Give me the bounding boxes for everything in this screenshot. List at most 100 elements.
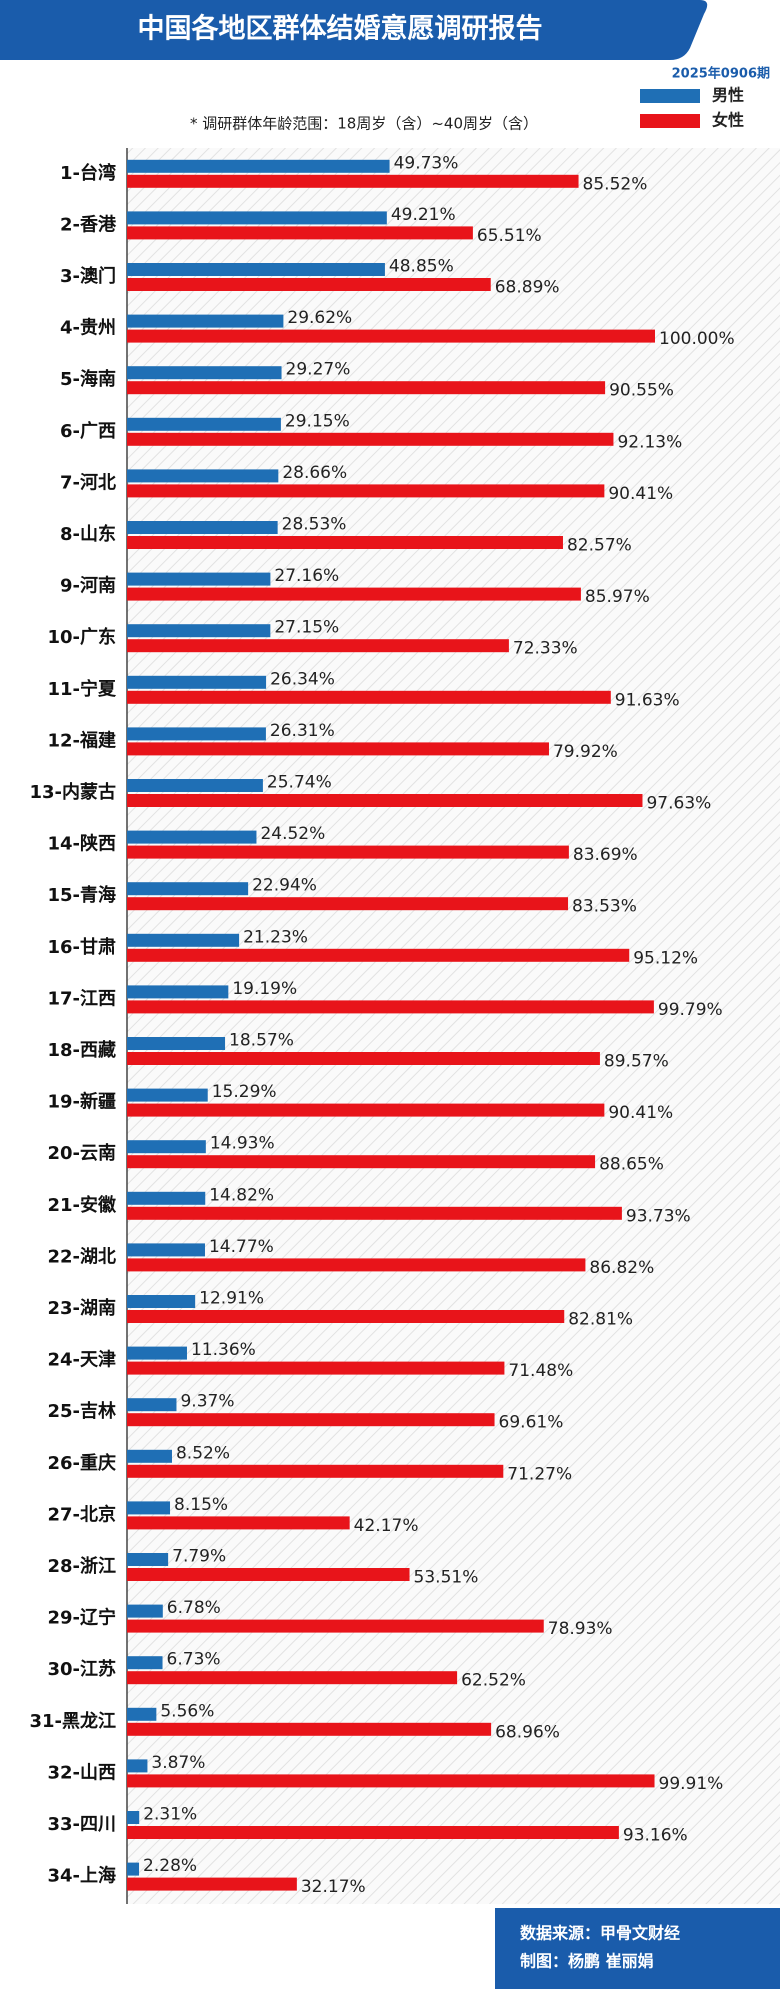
bar: [127, 1759, 148, 1773]
bar: [127, 985, 229, 999]
legend-swatch: [640, 114, 700, 128]
value-label: 68.89%: [495, 278, 560, 298]
category-label: 7-河北: [60, 472, 116, 493]
bar: [127, 1604, 163, 1618]
value-label: 8.15%: [174, 1495, 228, 1515]
chart-title: 中国各地区群体结婚意愿调研报告: [138, 13, 543, 45]
value-label: 28.66%: [282, 463, 347, 483]
value-label: 7.79%: [172, 1547, 226, 1567]
category-label: 18-西藏: [47, 1040, 116, 1061]
category-label: 24-天津: [47, 1349, 116, 1371]
value-label: 27.16%: [274, 566, 339, 586]
bar: [127, 469, 279, 483]
category-label: 12-福建: [47, 729, 116, 751]
category-label: 34-上海: [47, 1865, 116, 1887]
bar: [127, 417, 281, 431]
bar: [127, 1722, 492, 1736]
value-label: 92.13%: [617, 432, 682, 452]
value-label: 14.93%: [210, 1134, 275, 1154]
value-label: 99.79%: [658, 1000, 723, 1020]
bar: [127, 536, 563, 549]
category-label: 28-浙江: [47, 1555, 116, 1577]
category-label: 17-江西: [47, 988, 116, 1009]
bar: [127, 1243, 205, 1257]
bar: [127, 278, 491, 291]
bar: [127, 1619, 544, 1633]
value-label: 91.63%: [615, 690, 680, 710]
bar: [127, 1346, 187, 1360]
bar: [127, 948, 630, 962]
value-label: 18.57%: [229, 1031, 294, 1051]
category-label: 22-湖北: [47, 1246, 116, 1267]
value-label: 11.36%: [191, 1340, 256, 1360]
value-label: 24.52%: [260, 824, 325, 844]
value-label: 100.00%: [659, 329, 735, 349]
bar: [127, 845, 569, 859]
bar: [127, 1088, 208, 1102]
category-label: 30-江苏: [47, 1658, 116, 1680]
bar: [127, 1140, 206, 1154]
bar: [127, 1037, 226, 1050]
bar: [127, 794, 643, 807]
bar: [127, 1413, 495, 1427]
value-label: 85.97%: [585, 587, 650, 607]
value-label: 78.93%: [548, 1619, 613, 1639]
bar: [127, 263, 385, 276]
value-label: 9.37%: [180, 1392, 234, 1412]
value-label: 26.31%: [270, 721, 335, 741]
category-label: 21-安徽: [47, 1194, 117, 1216]
bar: [127, 484, 605, 498]
bar: [127, 572, 271, 586]
value-label: 26.34%: [270, 669, 335, 689]
value-label: 6.73%: [167, 1650, 221, 1670]
bar: [127, 366, 282, 380]
category-label: 10-广东: [47, 626, 116, 648]
bar: [127, 314, 284, 328]
bar: [127, 639, 509, 653]
category-label: 4-贵州: [60, 318, 116, 339]
value-label: 42.17%: [354, 1516, 419, 1536]
legend-label: 男性: [712, 86, 744, 105]
legend-label: 女性: [712, 111, 744, 130]
bar: [127, 1449, 172, 1463]
bar: [127, 1155, 596, 1169]
value-label: 99.91%: [659, 1774, 724, 1794]
title-banner: [0, 0, 708, 60]
category-label: 27-北京: [47, 1503, 116, 1525]
bar: [127, 1707, 157, 1721]
value-label: 6.78%: [167, 1598, 221, 1618]
value-label: 79.92%: [553, 742, 618, 762]
bar: [127, 1052, 600, 1065]
value-label: 29.27%: [286, 360, 351, 380]
value-label: 22.94%: [252, 876, 317, 896]
bar: [127, 1258, 586, 1272]
source: 数据来源：甲骨文财经: [520, 1924, 680, 1943]
bar: [127, 1568, 410, 1581]
bar: [127, 159, 390, 173]
value-label: 71.48%: [508, 1361, 573, 1381]
footer-box: [495, 1908, 780, 1989]
value-label: 14.77%: [209, 1237, 274, 1257]
value-label: 93.73%: [626, 1206, 691, 1226]
value-label: 29.62%: [287, 308, 352, 328]
bar: [127, 727, 266, 741]
legend-swatch: [640, 89, 700, 103]
bar: [127, 329, 655, 343]
bar: [127, 521, 278, 534]
bar: [127, 1877, 297, 1891]
bar: [127, 174, 579, 188]
value-label: 90.41%: [608, 484, 673, 504]
bar: [127, 432, 614, 446]
category-label: 16-甘肃: [47, 936, 116, 958]
category-label: 13-内蒙古: [29, 781, 116, 803]
value-label: 53.51%: [414, 1568, 479, 1588]
value-label: 21.23%: [243, 927, 308, 947]
category-label: 23-湖南: [47, 1297, 116, 1319]
category-label: 26-重庆: [47, 1452, 116, 1474]
category-label: 1-台湾: [60, 162, 116, 184]
value-label: 62.52%: [461, 1671, 526, 1691]
bar: [127, 742, 549, 756]
credit: 制图：杨鹏 崔丽娟: [520, 1952, 654, 1971]
